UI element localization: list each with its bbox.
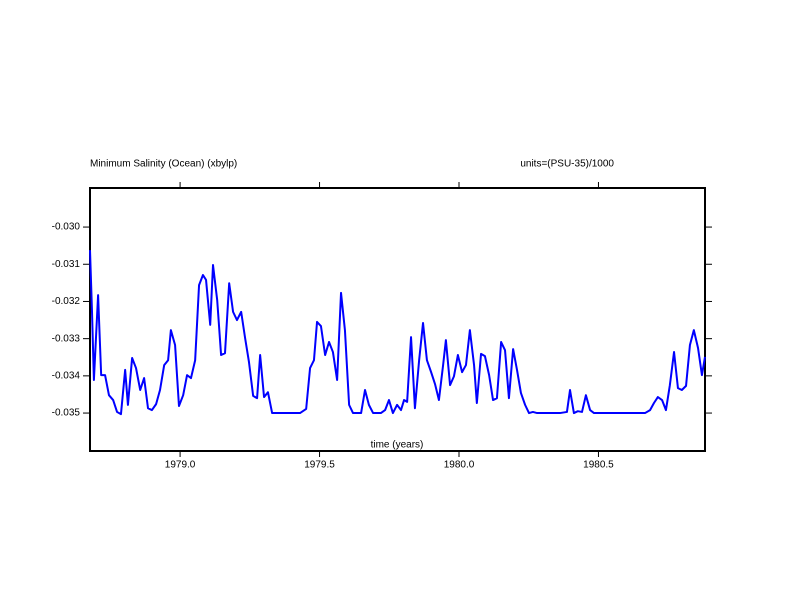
x-axis-label: time (years) xyxy=(371,440,424,451)
y-tick-label: -0.030 xyxy=(52,222,81,233)
y-tick-label: -0.032 xyxy=(52,296,81,307)
plot-frame xyxy=(89,187,706,452)
y-tick-label: -0.034 xyxy=(52,370,81,381)
x-tick-label: 1979.0 xyxy=(165,460,196,471)
data-line xyxy=(89,250,706,416)
x-tick-label: 1980.5 xyxy=(583,460,614,471)
y-tick-label: -0.035 xyxy=(52,408,81,419)
y-tick-label: -0.033 xyxy=(52,333,81,344)
x-tick-label: 1979.5 xyxy=(304,460,335,471)
y-tick-label: -0.031 xyxy=(52,259,81,270)
units-label: units=(PSU-35)/1000 xyxy=(520,159,614,170)
x-tick-label: 1980.0 xyxy=(444,460,475,471)
chart-title: Minimum Salinity (Ocean) (xbylp) xyxy=(90,159,237,170)
